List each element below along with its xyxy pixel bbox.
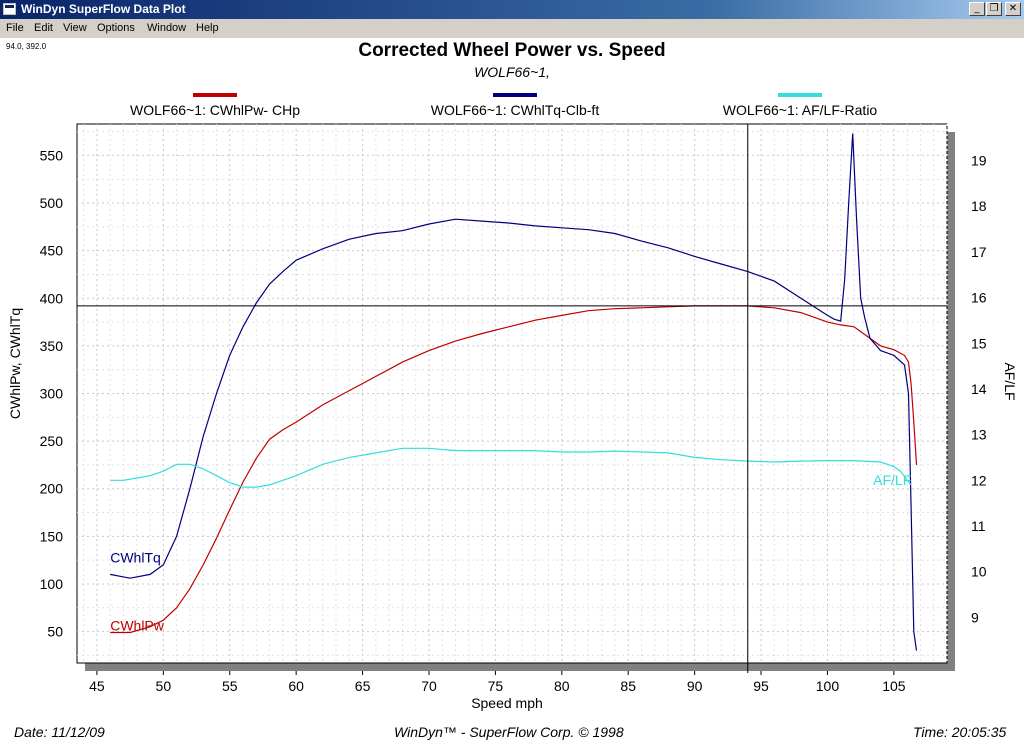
close-button[interactable]: ✕ (1005, 2, 1021, 16)
x-tick-label: 55 (222, 678, 238, 694)
y-right-tick-label: 18 (971, 198, 987, 214)
menu-view[interactable]: View (63, 22, 87, 34)
y-left-tick-label: 550 (40, 147, 64, 163)
chart-title: Corrected Wheel Power vs. Speed (358, 40, 665, 61)
legend-entry: WOLF66~1: CWhlPw- CHp (130, 102, 300, 118)
y-right-tick-label: 17 (971, 244, 987, 260)
window-title: WinDyn SuperFlow Data Plot (21, 2, 186, 16)
menu-bar: File Edit View Options Window Help (0, 19, 1024, 38)
restore-button[interactable]: ❐ (986, 2, 1002, 16)
series-line (110, 133, 918, 651)
series-line (110, 305, 918, 634)
x-tick-label: 75 (488, 678, 504, 694)
y-left-tick-label: 200 (40, 481, 64, 497)
y-right-tick-label: 10 (971, 564, 987, 580)
x-tick-label: 60 (288, 678, 304, 694)
x-axis-label: Speed mph (471, 695, 543, 711)
x-tick-label: 70 (421, 678, 437, 694)
title-bar: WinDyn SuperFlow Data Plot _ ❐ ✕ (0, 0, 1024, 19)
x-tick-label: 100 (816, 678, 840, 694)
plot-area[interactable]: 94.0, 392.0 45 50 55 60 65 70 75 80 85 90 95 100 105… (0, 38, 1024, 744)
menu-options[interactable]: Options (97, 22, 135, 34)
app-icon (3, 3, 16, 15)
y-left-tick-label: 500 (40, 195, 64, 211)
y-axis-left-label: CWhlPw, CWhlTq (7, 308, 23, 419)
x-tick-label: 80 (554, 678, 570, 694)
minimize-button[interactable]: _ (969, 2, 985, 16)
y-left-tick-label: 300 (40, 386, 64, 402)
y-left-tick-label: 250 (40, 433, 64, 449)
cursor-readout: 94.0, 392.0 (6, 42, 47, 51)
menu-help[interactable]: Help (196, 22, 219, 34)
series-label: CWhlPw (110, 618, 165, 634)
y-left-tick-label: 450 (40, 243, 64, 259)
footer-date: Date: 11/12/09 (14, 724, 105, 740)
chart-subtitle: WOLF66~1, (474, 64, 550, 80)
y-right-tick-label: 12 (971, 472, 987, 488)
x-tick-label: 85 (620, 678, 636, 694)
series-label: CWhlTq (110, 549, 161, 565)
menu-window[interactable]: Window (147, 22, 187, 34)
x-tick-label: 65 (355, 678, 371, 694)
x-tick-label: 105 (882, 678, 906, 694)
menu-file[interactable]: File (6, 22, 24, 34)
y-left-tick-label: 100 (40, 576, 64, 592)
y-left-tick-label: 50 (47, 624, 63, 640)
y-left-tick-label: 150 (40, 528, 64, 544)
y-right-tick-label: 16 (971, 290, 987, 306)
y-axis-right-label: AF/LF (1002, 362, 1018, 400)
y-right-tick-label: 19 (971, 153, 987, 169)
x-tick-label: 45 (89, 678, 105, 694)
legend-entry: WOLF66~1: CWhlTq-Clb-ft (431, 102, 600, 118)
y-right-tick-label: 14 (971, 381, 987, 397)
y-right-tick-label: 13 (971, 427, 987, 443)
series-line (110, 447, 912, 488)
y-right-tick-label: 11 (971, 518, 986, 534)
y-left-tick-label: 350 (40, 338, 64, 354)
x-tick-label: 50 (156, 678, 172, 694)
legend-entry: WOLF66~1: AF/LF-Ratio (723, 102, 878, 118)
footer-time: Time: 20:05:35 (913, 724, 1007, 740)
chart[interactable]: 45 50 55 60 65 70 75 80 85 90 95 100 105501001502002… (0, 38, 1024, 744)
x-tick-label: 90 (687, 678, 703, 694)
x-tick-label: 95 (753, 678, 769, 694)
footer-credit: WinDyn™ - SuperFlow Corp. © 1998 (394, 724, 624, 740)
y-right-tick-label: 9 (971, 609, 979, 625)
series-label: AF/LF (873, 472, 911, 488)
menu-edit[interactable]: Edit (34, 22, 53, 34)
y-right-tick-label: 15 (971, 335, 987, 351)
y-left-tick-label: 400 (40, 290, 64, 306)
